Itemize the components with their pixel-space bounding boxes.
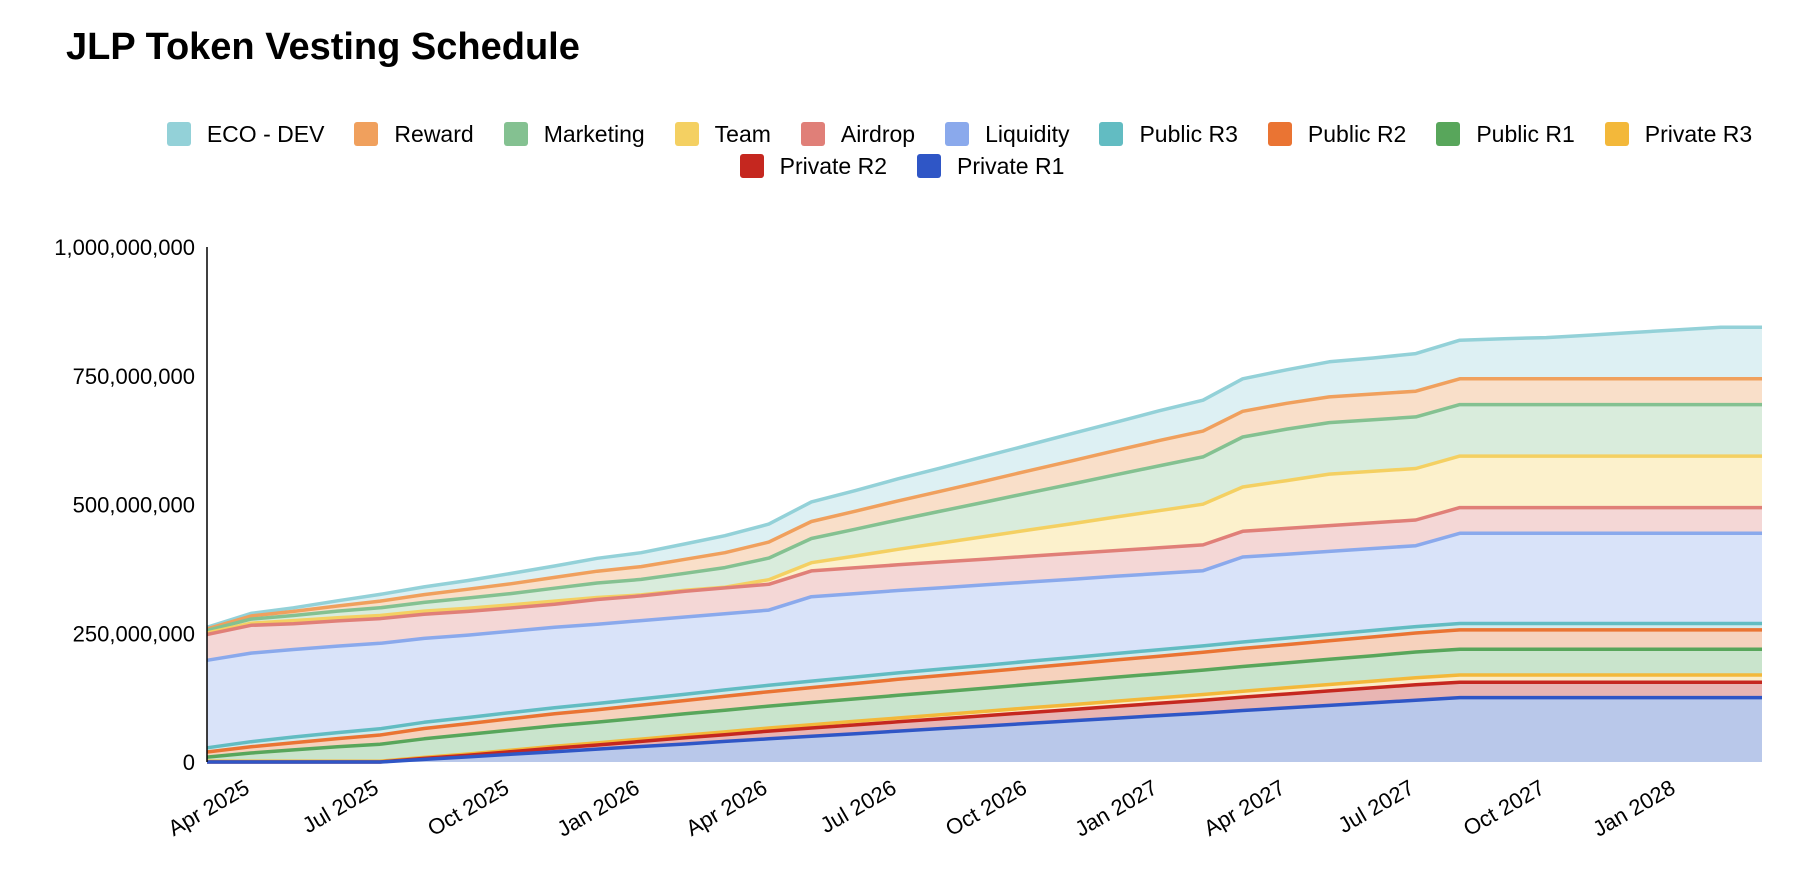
line-liquidity — [206, 531, 1762, 663]
x-tick-label: Apr 2027 — [1199, 775, 1289, 841]
line-public-r1 — [206, 647, 1762, 759]
legend-swatch — [917, 154, 941, 178]
line-public-r2 — [206, 628, 1762, 754]
legend-item-public-r2[interactable]: Public R2 — [1267, 120, 1407, 148]
line-eco-dev — [206, 325, 1762, 629]
legend-swatch — [739, 154, 764, 178]
x-tick-label: Jan 2026 — [553, 775, 644, 842]
legend-label: Team — [714, 120, 771, 147]
legend-item-public-r3[interactable]: Public R3 — [1099, 120, 1238, 148]
x-tick-label: Jan 2028 — [1588, 775, 1679, 842]
legend-row-2: Private R2 Private R1 — [0, 150, 1804, 182]
legend-label: Airdrop — [840, 120, 916, 147]
area-team — [207, 456, 1762, 635]
legend-item-public-r1[interactable]: Public R1 — [1436, 120, 1575, 148]
line-marketing — [206, 402, 1762, 633]
legend-item-eco-dev[interactable]: ECO - DEV — [166, 120, 325, 148]
legend-item-airdrop[interactable]: Airdrop — [800, 120, 916, 148]
line-team — [206, 454, 1762, 635]
legend-item-marketing[interactable]: Marketing — [503, 120, 645, 148]
x-axis: Apr 2025 Jul 2025 Oct 2025 Jan 2026 Apr 2026… — [164, 775, 1680, 842]
line-airdrop — [206, 505, 1762, 637]
area-public-r1 — [207, 649, 1762, 762]
chart-legend: ECO - DEV Reward Marketing Team Airdrop … — [0, 118, 1804, 182]
x-tick-label: Jul 2025 — [298, 775, 383, 838]
chart-title: JLP Token Vesting Schedule — [66, 26, 580, 68]
legend-label: Marketing — [543, 120, 645, 147]
y-tick-label: 1,000,000,000 — [54, 235, 195, 260]
x-tick-label: Oct 2026 — [941, 775, 1031, 841]
legend-swatch — [674, 122, 699, 146]
legend-swatch — [354, 122, 379, 146]
legend-swatch — [166, 122, 191, 146]
legend-label: Liquidity — [985, 120, 1070, 147]
legend-swatch — [1436, 122, 1461, 146]
line-private-r1 — [207, 695, 1762, 764]
x-tick-label: Jan 2027 — [1071, 775, 1162, 842]
x-tick-label: Jul 2027 — [1334, 775, 1419, 838]
legend-swatch — [1267, 122, 1292, 146]
legend-item-team[interactable]: Team — [674, 120, 771, 148]
y-tick-label: 500,000,000 — [73, 493, 195, 518]
area-marketing — [207, 404, 1762, 633]
legend-item-private-r2[interactable]: Private R2 — [739, 152, 887, 180]
legend-label: Public R3 — [1139, 120, 1238, 147]
line-public-r3 — [206, 621, 1762, 750]
x-tick-label: Oct 2027 — [1459, 775, 1549, 841]
legend-swatch — [1604, 122, 1629, 146]
legend-label: Private R3 — [1644, 120, 1753, 147]
legend-row-1: ECO - DEV Reward Marketing Team Airdrop … — [0, 118, 1804, 150]
legend-item-private-r3[interactable]: Private R3 — [1604, 120, 1753, 148]
legend-label: Private R2 — [779, 152, 887, 179]
y-tick-label: 750,000,000 — [73, 364, 195, 389]
legend-swatch — [945, 122, 970, 146]
legend-label: Public R2 — [1307, 120, 1407, 147]
legend-item-private-r1[interactable]: Private R1 — [917, 153, 1064, 180]
y-axis: 0 250,000,000 500,000,000 750,000,000 1,000,… — [54, 235, 208, 775]
legend-swatch — [503, 122, 528, 146]
legend-item-liquidity[interactable]: Liquidity — [945, 121, 1069, 148]
x-tick-label: Apr 2025 — [164, 775, 254, 841]
legend-label: Public R1 — [1476, 120, 1575, 147]
legend-swatch — [800, 122, 825, 146]
legend-swatch — [1099, 122, 1124, 146]
area-eco-dev — [207, 327, 1762, 629]
y-tick-label: 250,000,000 — [73, 621, 195, 646]
legend-label: Private R1 — [957, 152, 1065, 179]
legend-label: ECO - DEV — [206, 120, 325, 147]
x-tick-label: Oct 2025 — [423, 775, 513, 841]
y-tick-label: 0 — [183, 750, 195, 775]
area-private-r1 — [207, 697, 1762, 762]
series-lines — [206, 325, 1762, 764]
legend-label: Reward — [394, 120, 474, 147]
area-liquidity — [207, 533, 1762, 748]
legend-item-reward[interactable]: Reward — [354, 120, 474, 148]
x-tick-label: Apr 2026 — [682, 775, 772, 841]
line-reward — [206, 377, 1762, 631]
x-tick-label: Jul 2026 — [816, 775, 901, 838]
